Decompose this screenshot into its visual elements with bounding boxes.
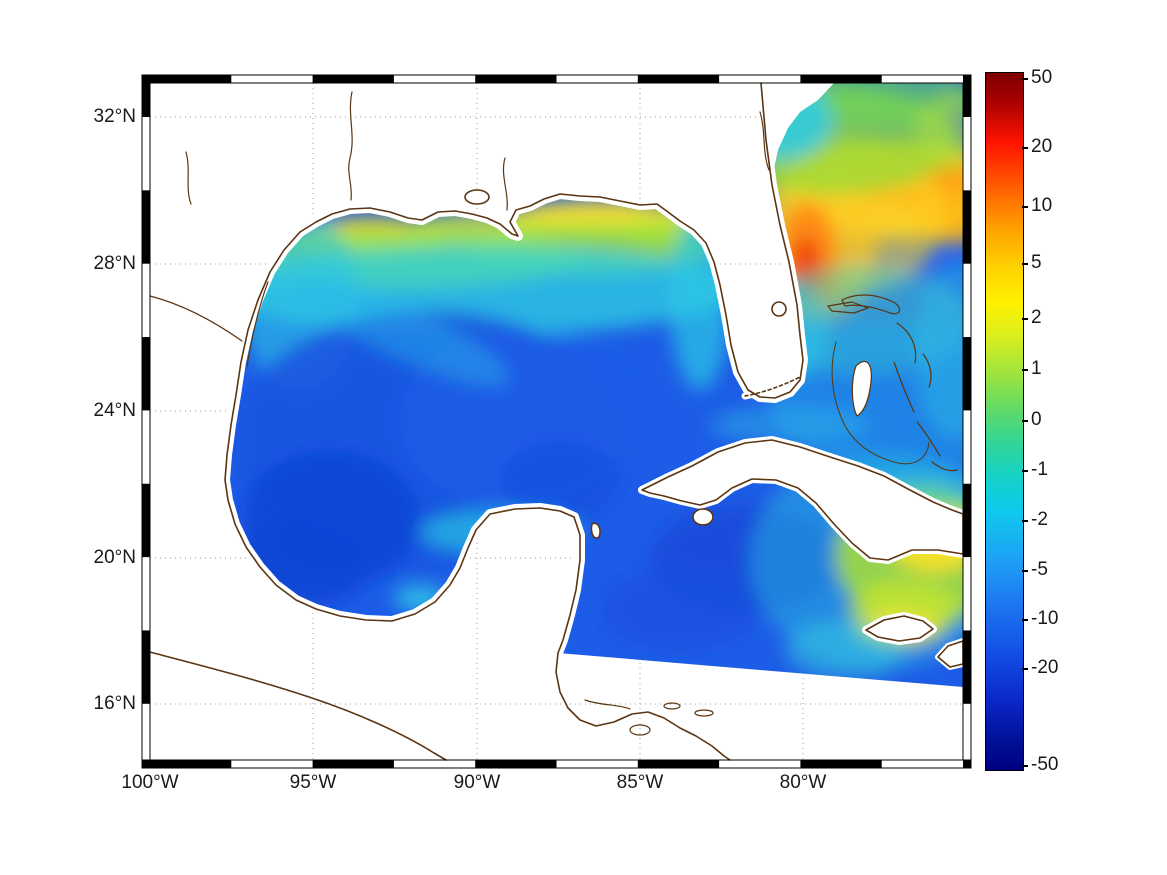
no-data-wedge [761, 83, 834, 205]
lat-tick-label: 24°N [93, 400, 136, 421]
lon-tick-label: 85°W [616, 772, 664, 793]
lake-okeechobee [771, 301, 787, 317]
colorbar-tick-label: -2 [1022, 509, 1048, 530]
central-america-details [584, 699, 714, 736]
lon-tick-label: 95°W [289, 772, 337, 793]
rivers [149, 91, 770, 367]
colorbar-tick-label: 0 [1022, 409, 1042, 430]
cozumel-island [590, 522, 601, 539]
lon-tick-label: 80°W [779, 772, 827, 793]
colorbar-tick-label: 1 [1022, 358, 1042, 379]
continental-coastline [224, 82, 804, 761]
isle-of-youth-island [692, 508, 714, 526]
frame-layer [141, 74, 972, 769]
jamaica-island [865, 615, 934, 642]
colorbar-tick-label: 5 [1022, 252, 1042, 273]
colorbar-tick-label: 50 [1021, 67, 1053, 88]
lat-tick-label: 16°N [93, 693, 136, 714]
plot-border [149, 82, 964, 761]
colorbar-tick-label: 10 [1021, 195, 1053, 216]
lat-tick-label: 32°N [93, 106, 136, 127]
lake-pontchartrain [464, 189, 490, 205]
lon-tick-label: 100°W [121, 772, 179, 793]
colorbar-tick-label: 20 [1021, 136, 1053, 157]
florida-keys-line [744, 376, 801, 397]
colorbar-tick-label: -10 [1021, 608, 1059, 629]
coastline-layer [149, 82, 964, 761]
lat-tick-label: 28°N [93, 253, 136, 274]
pacific-coastline [149, 651, 447, 761]
colorbar [985, 72, 1024, 771]
colorbar-tick-label: 2 [1022, 307, 1042, 328]
heatmap-layer [225, 83, 963, 687]
lat-tick-label: 20°N [93, 547, 136, 568]
bahamas-islands [827, 294, 958, 472]
colorbar-tick-label: -50 [1021, 754, 1059, 775]
colorbar-tick-label: -5 [1022, 559, 1048, 580]
colorbar-tick-label: -1 [1022, 459, 1048, 480]
lon-tick-label: 90°W [453, 772, 501, 793]
cuba-island [641, 439, 964, 561]
colorbar-tick-label: -20 [1021, 657, 1059, 678]
